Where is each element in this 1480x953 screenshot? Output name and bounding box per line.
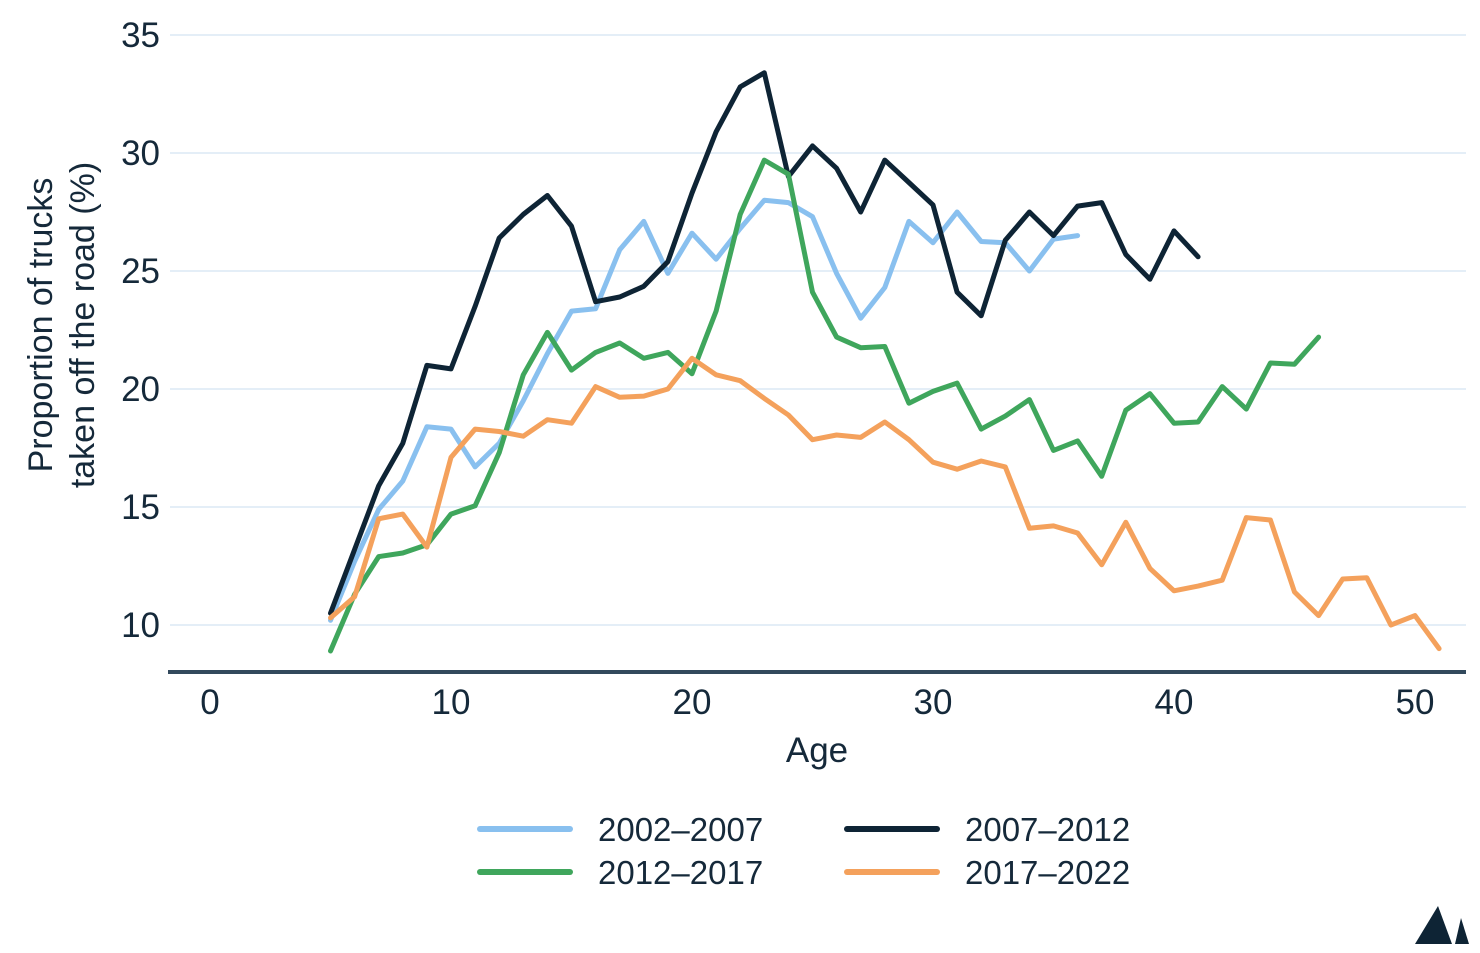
legend-label-2002-2007: 2002–2007 <box>598 811 763 848</box>
x-axis-tick-labels: 0 10 20 30 40 50 <box>200 683 1434 722</box>
legend-item-2007-2012: 2007–2012 <box>844 811 1130 848</box>
x-tick-label-30: 30 <box>914 683 953 722</box>
y-axis-title-line1: Proportion of trucks <box>22 178 60 473</box>
y-tick-label-20: 20 <box>121 370 160 409</box>
x-tick-label-10: 10 <box>432 683 471 722</box>
y-tick-label-35: 35 <box>121 16 160 55</box>
x-tick-label-40: 40 <box>1155 683 1194 722</box>
mountain-logo <box>1415 906 1469 944</box>
legend-label-2017-2022: 2017–2022 <box>965 854 1130 891</box>
y-axis-title: Proportion of trucks taken off the road … <box>22 162 102 488</box>
y-tick-label-30: 30 <box>121 134 160 173</box>
data-series <box>328 70 1442 654</box>
series-line-2002-2007 <box>328 197 1081 623</box>
series-line-2017-2022 <box>328 355 1442 652</box>
mountain-logo-large-peak <box>1415 906 1452 944</box>
x-tick-label-20: 20 <box>673 683 712 722</box>
series-line-2007-2012 <box>328 70 1201 616</box>
x-tick-label-50: 50 <box>1396 683 1435 722</box>
legend-item-2017-2022: 2017–2022 <box>844 854 1130 891</box>
x-axis-title: Age <box>786 731 848 770</box>
y-tick-label-25: 25 <box>121 252 160 291</box>
y-axis-tick-labels: 10 15 20 25 30 35 <box>121 16 160 645</box>
legend-item-2012-2017: 2012–2017 <box>477 854 763 891</box>
y-axis-title-line2: taken off the road (%) <box>64 162 102 488</box>
series-line-2012-2017 <box>328 157 1322 654</box>
y-tick-label-15: 15 <box>121 488 160 527</box>
legend-item-2002-2007: 2002–2007 <box>477 811 763 848</box>
legend-label-2012-2017: 2012–2017 <box>598 854 763 891</box>
x-tick-label-0: 0 <box>200 683 219 722</box>
y-tick-label-10: 10 <box>121 606 160 645</box>
legend-label-2007-2012: 2007–2012 <box>965 811 1130 848</box>
mountain-logo-small-peak <box>1455 918 1469 944</box>
legend: 2002–2007 2007–2012 2012–2017 2017–2022 <box>477 811 1130 891</box>
